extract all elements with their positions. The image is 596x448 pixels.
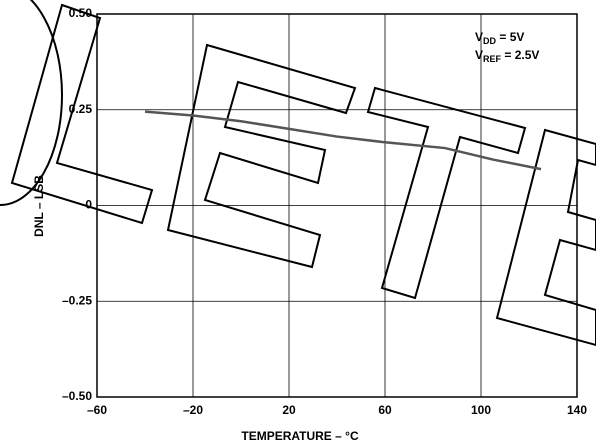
x-tick-label: 140: [567, 403, 587, 417]
watermark-t: [366, 86, 527, 300]
x-tick-label: 20: [282, 403, 296, 417]
annotation-sub: DD: [483, 36, 496, 46]
annotation-text: V: [475, 30, 483, 44]
plot-frame: [96, 13, 578, 398]
x-tick-label: 100: [471, 403, 491, 417]
y-tick-label: 0: [85, 198, 92, 212]
y-axis-label: DNL – LSB: [32, 175, 46, 237]
watermark-o: [0, 0, 63, 206]
y-tick-label: –0.25: [62, 293, 92, 307]
annotation: VDD = 5V: [475, 30, 524, 46]
x-tick-label: –20: [183, 403, 203, 417]
y-tick-label: –0.50: [62, 389, 92, 403]
annotation-rest: = 2.5V: [501, 48, 539, 62]
watermark-e: [166, 43, 357, 269]
watermark: [0, 0, 596, 347]
x-axis-label: TEMPERATURE – °C: [241, 429, 359, 443]
data-line: [144, 110, 542, 171]
annotation-sub: REF: [483, 54, 502, 64]
annotation-text: V: [475, 48, 483, 62]
y-tick-label: 0.25: [69, 102, 93, 116]
watermark-l: [10, 3, 154, 225]
x-tick-label: –60: [87, 403, 107, 417]
y-tick-label: 0.50: [69, 6, 93, 20]
annotation: VREF = 2.5V: [475, 48, 539, 64]
x-tick-label: 60: [378, 403, 392, 417]
annotation-rest: = 5V: [496, 30, 524, 44]
